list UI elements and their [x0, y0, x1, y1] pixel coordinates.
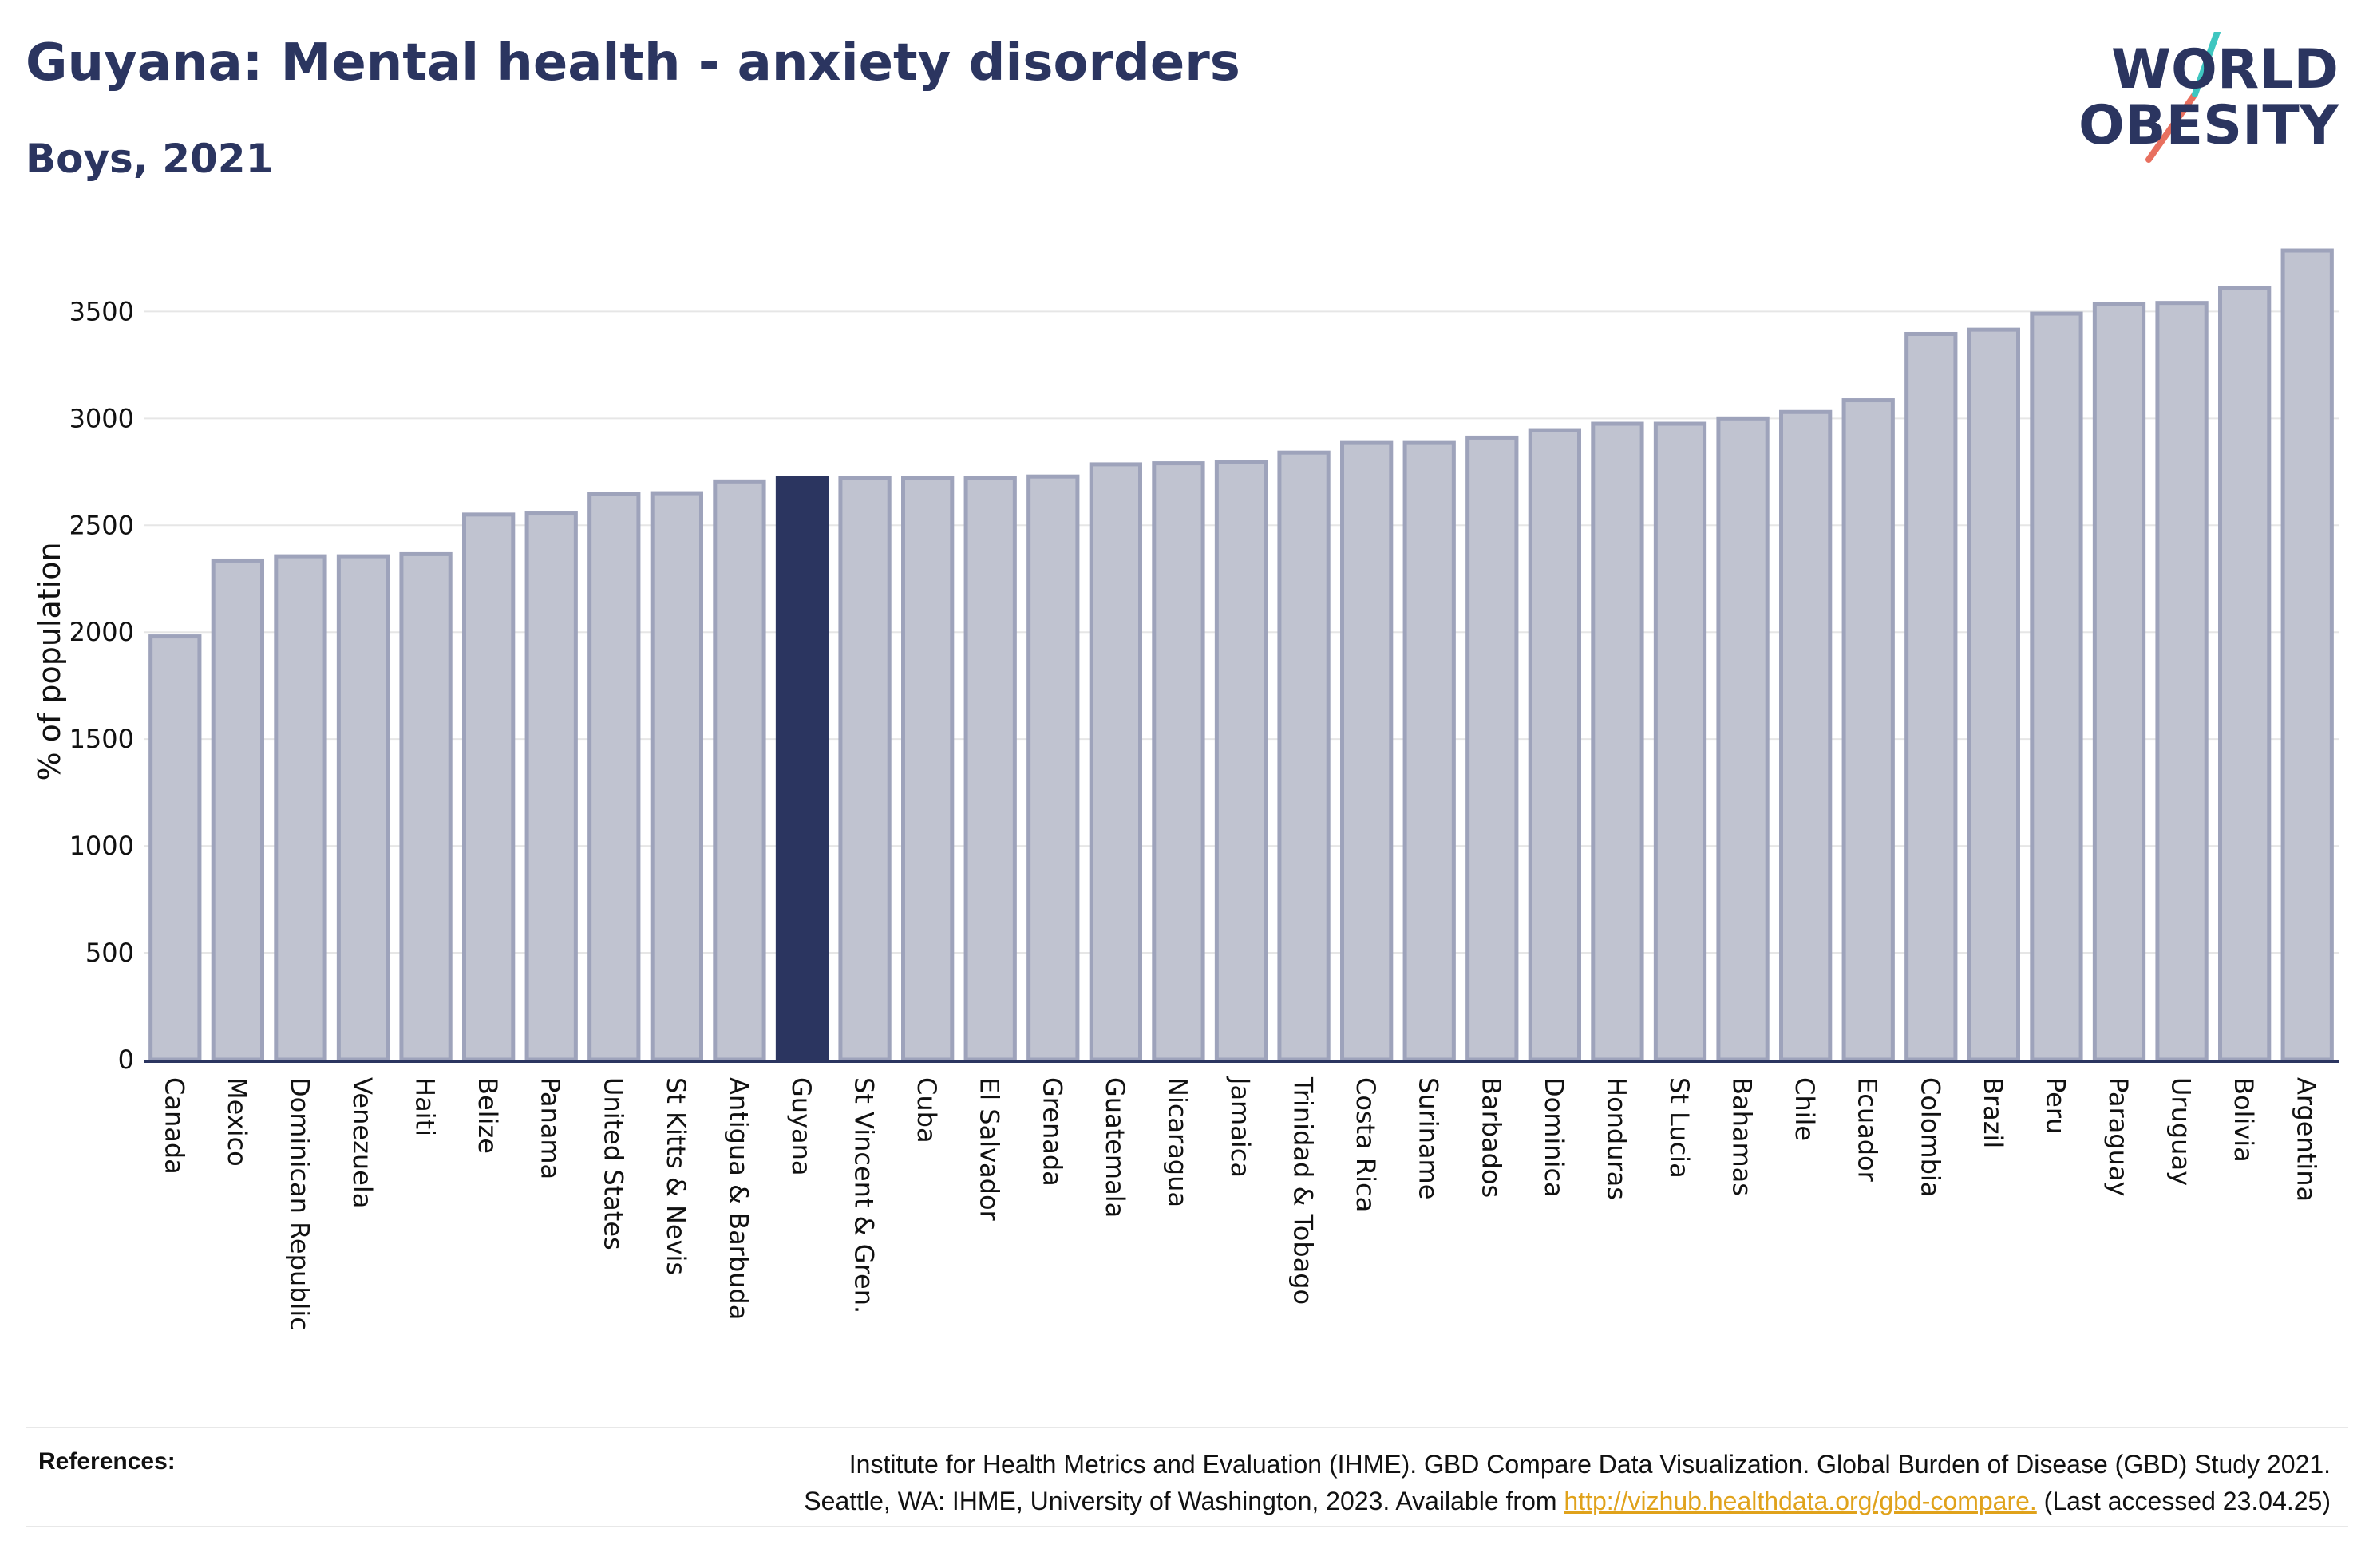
references-divider-bottom: [26, 1526, 2348, 1527]
bar: [1152, 461, 1205, 1062]
bar: [1214, 460, 1268, 1062]
x-tick-label: Bahamas: [1727, 1077, 1758, 1196]
x-tick-label: Costa Rica: [1351, 1077, 1381, 1212]
bar: [901, 476, 955, 1062]
references-line-2-suffix: (Last accessed 23.04.25): [2036, 1487, 2331, 1515]
references-divider-top: [26, 1427, 2348, 1428]
y-tick-label: 3500: [69, 296, 134, 326]
x-tick-label: Uruguay: [2166, 1077, 2197, 1186]
bar: [2280, 248, 2334, 1062]
x-tick-label: St Vincent & Gren.: [849, 1077, 880, 1313]
references-label: References:: [38, 1448, 176, 1475]
x-tick-label: Trinidad & Tobago: [1288, 1076, 1319, 1305]
y-tick-label: 1000: [69, 831, 134, 861]
x-tick-label: Bolivia: [2229, 1077, 2259, 1163]
references-line-2-prefix: Seattle, WA: IHME, University of Washing…: [804, 1487, 1564, 1515]
bar: [148, 634, 202, 1062]
x-tick-label: Peru: [2040, 1077, 2070, 1134]
page-title: Guyana: Mental health - anxiety disorder…: [26, 34, 1240, 93]
x-tick-label: El Salvador: [975, 1077, 1005, 1222]
x-tick-label: Argentina: [2292, 1077, 2322, 1202]
bar: [1779, 409, 1833, 1062]
references-link[interactable]: http://vizhub.healthdata.org/gbd-compare…: [1564, 1487, 2037, 1515]
bar-highlight: [775, 476, 829, 1062]
bar: [2092, 302, 2146, 1062]
bar: [399, 551, 453, 1062]
bar: [838, 476, 892, 1062]
x-tick-label: Nicaragua: [1162, 1077, 1192, 1207]
x-tick-label: Barbados: [1476, 1077, 1506, 1198]
y-axis-label: % of population: [32, 542, 67, 780]
logo-text-world: WORLD: [2111, 38, 2339, 101]
bar: [2030, 311, 2083, 1062]
bar: [1402, 440, 1456, 1062]
x-tick-label: Suriname: [1414, 1077, 1444, 1199]
bar: [1904, 331, 1958, 1062]
bar: [1277, 450, 1331, 1062]
bar: [713, 479, 766, 1062]
x-tick-label: Chile: [1790, 1077, 1820, 1141]
bar: [1528, 428, 1581, 1062]
bar: [274, 554, 327, 1062]
x-tick-label: Antigua & Barbuda: [723, 1077, 753, 1320]
x-tick-label: Dominican Republic: [284, 1077, 314, 1331]
bar: [1653, 421, 1707, 1062]
bar: [2218, 286, 2272, 1062]
x-tick-label: Colombia: [1915, 1077, 1945, 1197]
bar: [1340, 440, 1394, 1062]
x-tick-label: Mexico: [222, 1077, 252, 1167]
y-tick-label: 3000: [69, 403, 134, 433]
x-tick-label: St Lucia: [1664, 1077, 1695, 1179]
y-tick-label: 2500: [69, 510, 134, 540]
references-line-1: Institute for Health Metrics and Evaluat…: [848, 1450, 2331, 1479]
x-tick-label: Jamaica: [1225, 1076, 1256, 1178]
bar: [524, 511, 578, 1062]
bar: [963, 476, 1017, 1062]
y-tick-label: 2000: [69, 617, 134, 647]
x-tick-label: Haiti: [410, 1077, 441, 1136]
x-tick-label: Guatemala: [1100, 1077, 1130, 1218]
x-tick-label: Belize: [473, 1077, 503, 1154]
logo-text-obesity: OBESITY: [2078, 94, 2339, 157]
references-line-2: Seattle, WA: IHME, University of Washing…: [455, 1483, 2331, 1519]
bar: [1026, 474, 1080, 1062]
bar: [1967, 327, 2021, 1062]
bar: [1089, 462, 1142, 1062]
bar: [1841, 398, 1895, 1062]
x-tick-label: Ecuador: [1853, 1077, 1883, 1183]
y-tick-label: 500: [85, 938, 134, 968]
page-subtitle: Boys, 2021: [26, 136, 274, 182]
bar: [462, 512, 516, 1062]
bar: [1716, 416, 1770, 1062]
x-tick-label: Dominica: [1539, 1077, 1569, 1198]
x-tick-label: Cuba: [912, 1077, 942, 1143]
bar: [1465, 435, 1519, 1062]
x-tick-label: United States: [598, 1077, 628, 1250]
bar: [650, 491, 704, 1062]
bar: [336, 554, 390, 1062]
x-tick-label: Panama: [536, 1077, 566, 1179]
x-tick-label: Guyana: [786, 1077, 817, 1176]
y-tick-label: 1500: [69, 724, 134, 754]
bar: [587, 492, 641, 1062]
x-tick-label: Honduras: [1601, 1077, 1631, 1200]
y-tick-label: 0: [118, 1045, 134, 1075]
x-tick-label: Grenada: [1037, 1077, 1067, 1187]
x-tick-label: St Kitts & Nevis: [661, 1077, 691, 1275]
x-tick-label: Venezuela: [347, 1077, 378, 1208]
bar: [1591, 421, 1644, 1062]
bar: [211, 558, 265, 1062]
references-text: Institute for Health Metrics and Evaluat…: [455, 1446, 2331, 1519]
x-tick-label: Canada: [159, 1077, 189, 1175]
bar: [2155, 301, 2209, 1062]
x-tick-label: Brazil: [1978, 1077, 2008, 1148]
x-tick-label: Paraguay: [2103, 1077, 2134, 1196]
